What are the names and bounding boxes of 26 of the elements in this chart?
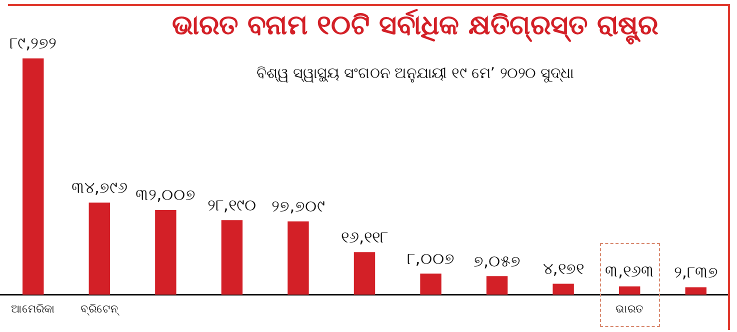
bar [288,221,309,295]
data-label: ୩୨,୦୦୭ [136,185,196,204]
data-label: ୪,୧୭୧ [542,258,584,278]
bar [221,220,243,295]
chart-subtitle: ବିଶ୍ୱ ସ୍ୱାସ୍ଥ୍ୟ ସଂଗଠନ ଅନୁଯାୟୀ ୧୯ ମେ’ ୨୦୨୦ ସୁଦ୍ଧା [255,64,575,82]
bar [685,287,706,295]
bar [486,276,508,295]
data-label: ୭,୦୫୭ [474,251,521,270]
bar [618,286,640,295]
data-label: ୨୭,୭୦୯ [272,196,325,216]
data-label: ୩୪,୭୯୬ [71,178,128,197]
x-tick-label: ଭାରତ [616,303,644,316]
data-label: ୨୮,୧୯୦ [207,195,256,214]
bar [354,252,376,295]
bar [22,58,44,295]
data-label: ୮୯,୨୭୨ [10,34,57,53]
data-label: ୧୬,୧୧୮ [340,227,388,246]
x-tick-label: ବ୍ରିଟେନ୍ [80,303,120,316]
data-label: ୨,୮୩୭ [674,262,718,282]
bar [88,202,110,295]
bar [552,284,574,295]
data-label: ୩,୧୬୩ [605,262,654,281]
bar [155,210,176,295]
bar [420,274,442,295]
x-tick-label: ଆମେରିକା [11,303,56,316]
data-label: ୮,୦୦୭ [407,248,454,268]
